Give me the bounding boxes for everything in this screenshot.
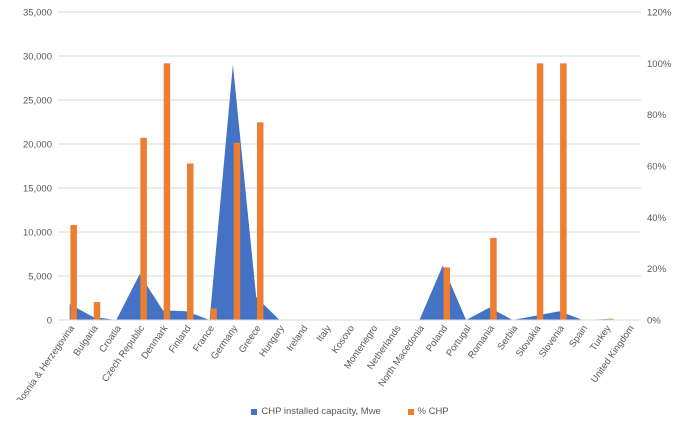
y-right-tick-label: 120% bbox=[647, 8, 672, 19]
y-right-tick-label: 40% bbox=[647, 213, 667, 224]
legend: CHP installed capacity, Mwe % CHP bbox=[0, 406, 700, 418]
y-left-tick-label: 0 bbox=[47, 316, 52, 327]
legend-swatch-capacity bbox=[251, 408, 258, 415]
x-tick-label: Bulgaria bbox=[71, 323, 100, 358]
y-left-tick-label: 20,000 bbox=[23, 140, 52, 151]
legend-item-pct-chp: % CHP bbox=[407, 406, 449, 417]
y-right-tick-label: 0% bbox=[647, 316, 661, 327]
bar-pct-chp bbox=[536, 63, 544, 320]
y-left-tick-label: 15,000 bbox=[23, 184, 52, 195]
legend-item-capacity: CHP installed capacity, Mwe bbox=[251, 406, 381, 417]
bar-pct-chp bbox=[560, 63, 567, 320]
legend-swatch-pct-chp bbox=[407, 408, 414, 415]
bar-pct-chp bbox=[93, 302, 101, 320]
chart-canvas: 0 5,000 10,000 15,000 20,000 25,000 30,000 35,0… bbox=[14, 8, 672, 407]
legend-label-pct-chp: % CHP bbox=[417, 406, 449, 417]
x-tick-label: Bosnia & Herzegovina bbox=[14, 323, 77, 400]
y-left-tick-label: 5,000 bbox=[28, 272, 52, 283]
bar-pct-chp bbox=[187, 163, 194, 320]
legend-label-capacity: CHP installed capacity, Mwe bbox=[261, 406, 381, 417]
x-tick-label: Finland bbox=[167, 323, 194, 355]
x-tick-label: Spain bbox=[567, 323, 590, 349]
bar-pct-chp bbox=[443, 267, 451, 320]
bar-pct-chp bbox=[490, 237, 497, 320]
x-tick-label: Italy bbox=[315, 323, 334, 344]
y-left-tick-label: 25,000 bbox=[23, 96, 52, 107]
bar-pct-chp bbox=[163, 63, 171, 320]
bar-pct-chp bbox=[210, 308, 217, 320]
bar-pct-chp bbox=[256, 122, 264, 320]
bar-pct-chp bbox=[606, 318, 614, 320]
x-tick-label: United Kingdom bbox=[589, 323, 637, 385]
y-left-tick-label: 10,000 bbox=[23, 228, 52, 239]
y-right-tick-label: 60% bbox=[647, 162, 667, 173]
bar-pct-chp bbox=[140, 137, 147, 320]
bar-pct-chp bbox=[233, 142, 241, 320]
y-left-tick-label: 35,000 bbox=[23, 8, 52, 19]
y-right-tick-label: 100% bbox=[647, 59, 672, 70]
y-right-tick-label: 80% bbox=[647, 110, 667, 121]
bar-pct-chp bbox=[70, 225, 77, 320]
y-left-tick-label: 30,000 bbox=[23, 52, 52, 63]
x-tick-label: Ireland bbox=[285, 323, 311, 353]
area-series-capacity bbox=[69, 64, 630, 320]
y-right-tick-label: 20% bbox=[647, 264, 667, 275]
